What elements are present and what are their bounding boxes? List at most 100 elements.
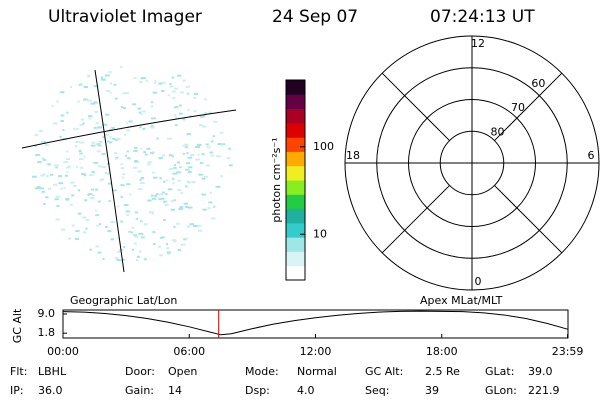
dot [66, 150, 69, 153]
dot [171, 155, 174, 158]
dot [133, 76, 137, 79]
dot [91, 171, 95, 174]
dot [114, 97, 118, 100]
mlt-label: 18 [346, 149, 360, 162]
dot [163, 200, 168, 203]
dot [193, 96, 197, 99]
dot [85, 227, 88, 230]
dot [185, 85, 191, 88]
dot [170, 208, 176, 211]
dot [205, 164, 211, 167]
dot [137, 107, 142, 110]
dot [173, 114, 177, 117]
dot [156, 137, 159, 140]
dot [195, 145, 201, 148]
colorbar-segment [286, 122, 305, 138]
field-value: 4.0 [297, 384, 315, 397]
dot [142, 127, 146, 130]
dot [44, 144, 49, 147]
dot [171, 76, 175, 79]
dot [75, 145, 78, 148]
dot [187, 92, 190, 95]
dot [82, 231, 87, 234]
dot [67, 165, 71, 168]
dot [71, 224, 75, 227]
dot [87, 75, 90, 78]
dot [51, 105, 54, 108]
dot [210, 217, 216, 220]
dot [127, 157, 131, 160]
dot [95, 214, 99, 217]
dot [209, 151, 213, 154]
dot [176, 222, 180, 225]
dot [145, 80, 149, 83]
dot [161, 81, 166, 84]
dot [126, 213, 129, 216]
dot [195, 158, 201, 161]
dot [113, 83, 117, 86]
dot [60, 228, 66, 231]
colorbar-segment [286, 180, 305, 195]
dot [96, 150, 101, 153]
dot [220, 175, 224, 178]
dot [207, 146, 211, 149]
dot [98, 144, 102, 147]
dot [207, 206, 211, 209]
colorbar-segment [286, 208, 305, 224]
dot [94, 209, 97, 212]
dot [171, 239, 177, 242]
dot [138, 232, 144, 235]
dot [179, 206, 184, 209]
dot [168, 168, 173, 171]
dot [117, 237, 120, 240]
dot [139, 220, 143, 223]
dot [45, 196, 49, 199]
dot [100, 78, 106, 81]
dot [182, 144, 187, 147]
dot [167, 137, 172, 140]
dot [163, 218, 166, 221]
dot [186, 152, 189, 155]
dot [154, 79, 157, 82]
dot [125, 122, 129, 125]
dot [109, 141, 113, 144]
dot [40, 141, 44, 144]
dot [95, 245, 99, 248]
lat-label: 70 [511, 101, 525, 114]
dot [162, 191, 165, 194]
dot [203, 175, 208, 178]
spoke [381, 185, 450, 254]
dot [93, 85, 99, 88]
y-tick-label: 9.0 [38, 307, 56, 320]
field-value: 2.5 Re [425, 365, 460, 378]
dot [135, 217, 139, 220]
dot [174, 87, 179, 90]
dot [64, 174, 68, 177]
dot [88, 193, 93, 196]
dot [66, 111, 69, 114]
dot [79, 152, 83, 155]
dot [89, 174, 94, 177]
timeline-title-right: Apex MLat/MLT [420, 294, 503, 307]
dot [167, 188, 173, 191]
dot [213, 120, 218, 123]
dot [191, 180, 196, 183]
dot [152, 171, 156, 174]
field-label: Seq: [365, 384, 389, 397]
dot [88, 117, 92, 120]
x-tick-label: 12:00 [300, 345, 332, 358]
dot [134, 160, 138, 163]
colorbar-segment [286, 151, 305, 167]
dot [222, 143, 226, 146]
dot [149, 211, 154, 214]
dot [96, 225, 99, 228]
dot [41, 140, 46, 143]
dot [106, 173, 109, 176]
dot [132, 166, 138, 169]
dot [217, 143, 223, 146]
dot [98, 200, 101, 203]
dot [97, 126, 102, 129]
dot [123, 133, 126, 136]
dot [124, 204, 129, 207]
